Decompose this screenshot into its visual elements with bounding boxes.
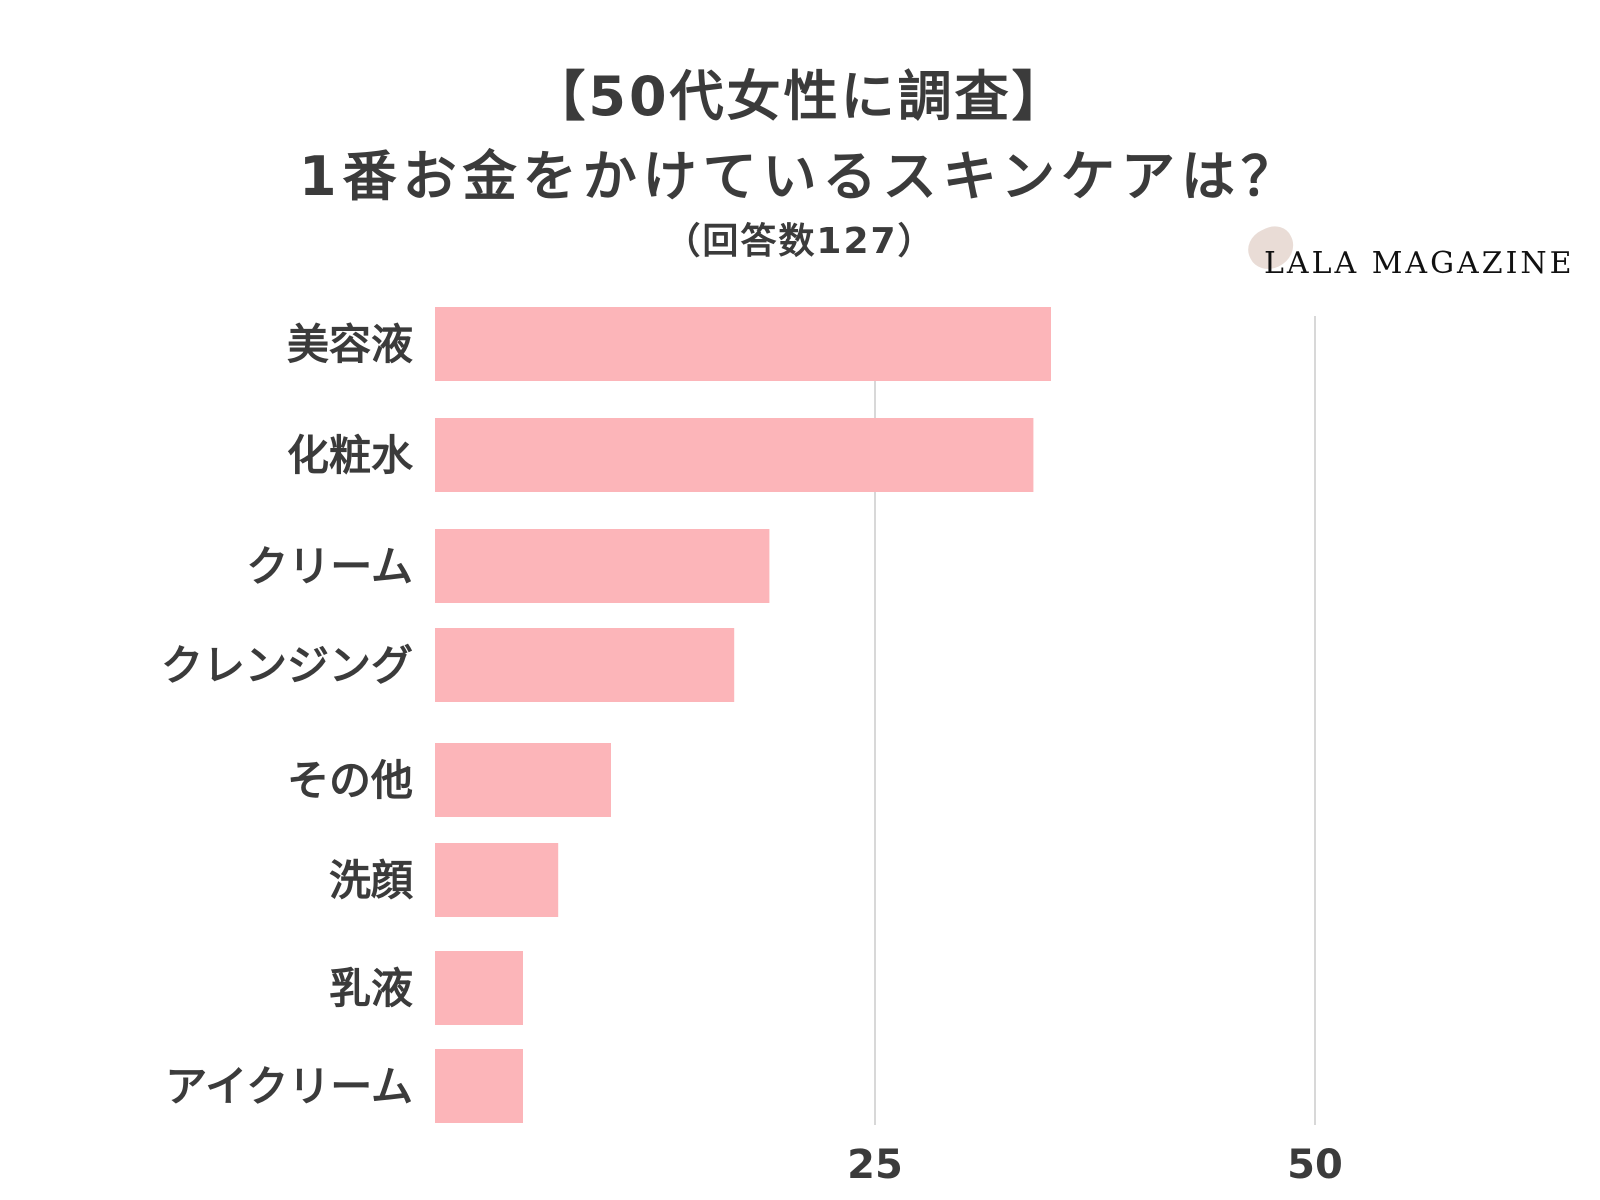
bar-4: [435, 743, 611, 817]
x-tick-label: 25: [847, 1142, 903, 1188]
chart-title-line2: 1番お金をかけているスキンケアは？: [299, 145, 1301, 208]
bar-7: [435, 1049, 523, 1123]
category-label: アイクリーム: [165, 1062, 413, 1111]
logo-text: LALA MAGAZINE: [1264, 246, 1575, 281]
category-label: 美容液: [287, 320, 413, 369]
brand-logo: LALA MAGAZINE: [1241, 220, 1588, 288]
category-label: 洗顔: [329, 856, 414, 905]
category-label: クレンジング: [161, 641, 413, 690]
axis-tick-labels: 25 50: [847, 1142, 1343, 1188]
bar-0: [435, 307, 1051, 381]
bars: [435, 307, 1051, 1123]
category-label: 化粧水: [287, 431, 414, 480]
bar-3: [435, 628, 735, 702]
category-label: クリーム: [246, 542, 413, 591]
chart-subtitle: （回答数127）: [664, 221, 936, 262]
bar-1: [435, 418, 1034, 492]
chart-title-line1: 【50代女性に調査】: [531, 65, 1069, 128]
bar-6: [435, 951, 523, 1025]
bar-5: [435, 843, 559, 917]
category-label: その他: [287, 756, 413, 805]
category-label: 乳液: [329, 964, 413, 1013]
bar-2: [435, 529, 770, 603]
x-tick-label: 50: [1287, 1142, 1343, 1188]
